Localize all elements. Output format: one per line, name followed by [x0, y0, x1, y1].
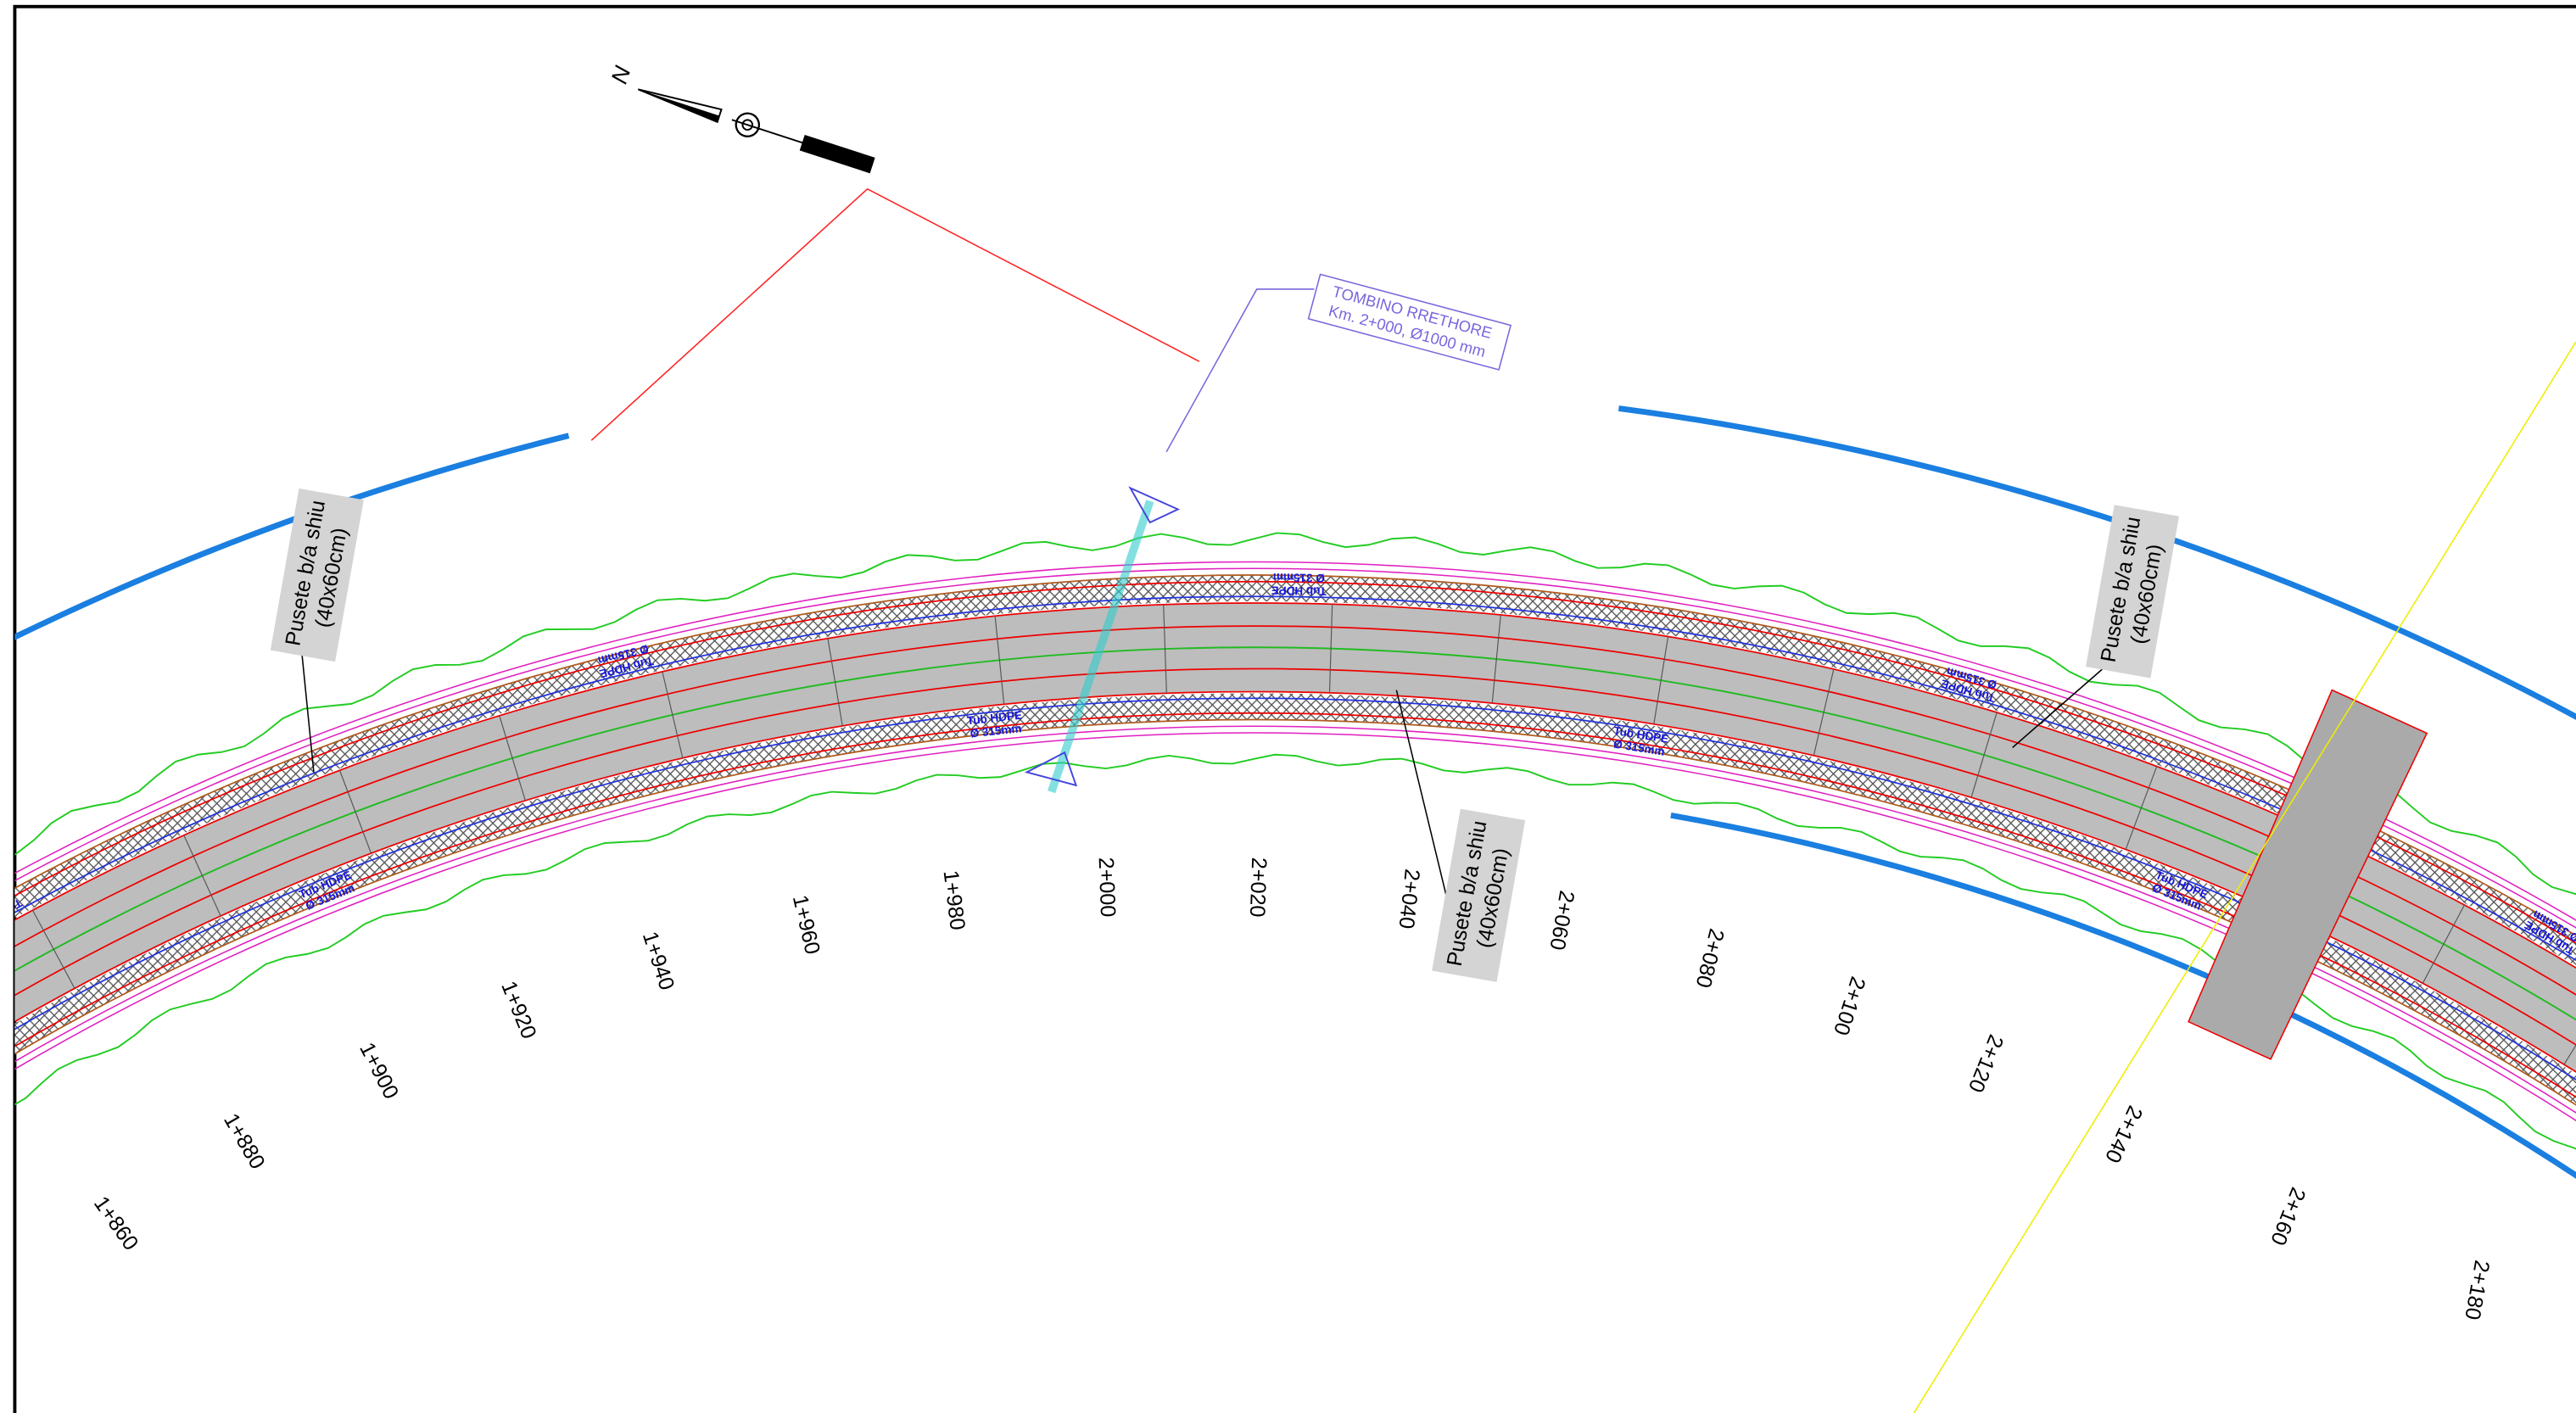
culvert-head [1128, 486, 1181, 524]
terrain-edge [14, 753, 2576, 1150]
leader-line [299, 640, 315, 773]
pipe-name: Tub HDPE [1271, 584, 1326, 597]
cross-line [1328, 604, 1333, 693]
station-label: 1+860 [89, 1192, 142, 1254]
station-label: 2+120 [1964, 1031, 2008, 1096]
label-box [2086, 505, 2180, 679]
station-label: 1+880 [219, 1109, 270, 1173]
cross-line [338, 770, 372, 854]
north-label: N [606, 63, 636, 87]
drainage-line [1670, 812, 2576, 1179]
cross-line [32, 909, 75, 989]
construction-line [590, 187, 1200, 441]
frame [13, 4, 2576, 1413]
culvert-label: TOMBINO RRETHORE Km. 2+000, Ø1000 mm [1307, 273, 1512, 371]
station-label: 1+980 [939, 869, 969, 932]
cross-line [827, 638, 843, 726]
cross-line [1491, 614, 1501, 704]
station-label: 2+080 [1691, 926, 1729, 990]
label-box [270, 488, 364, 662]
cross-line [2422, 904, 2465, 984]
pipe-size: Ø 315mm [1273, 571, 1325, 584]
manhole-label: Pusete b/a shiu(40x60cm) [2086, 505, 2180, 679]
manhole-label: Pusete b/a shiu(40x60cm) [270, 488, 364, 662]
cross-line [1970, 712, 1998, 798]
boundary-line [1913, 341, 2576, 1413]
station-label: 2+100 [1829, 974, 1869, 1038]
station-label: 2+180 [2460, 1259, 2494, 1321]
terrain-edge [14, 532, 2576, 896]
cross-line [1163, 604, 1167, 694]
pipe-name: Tub HDPE [966, 709, 1022, 728]
station-label: 2+040 [1394, 868, 1424, 930]
cross-line [2563, 1044, 2576, 1065]
station-label: 2+140 [2100, 1102, 2147, 1166]
station-label: 2+160 [2266, 1184, 2310, 1248]
cross-line [1653, 636, 1669, 724]
leader-line [2012, 656, 2117, 749]
station-label: 2+000 [1094, 857, 1120, 918]
side-road [2188, 689, 2428, 1060]
cross-line [183, 835, 221, 917]
cross-line [1813, 668, 1835, 756]
culvert-head [1024, 751, 1078, 787]
station-label: 1+960 [788, 893, 824, 957]
station-label: 2+060 [1545, 889, 1579, 952]
pipe-size: Ø 315mm [969, 722, 1022, 740]
station-label: 2+020 [1245, 857, 1271, 918]
station-label: 1+920 [496, 978, 540, 1042]
manhole-label: Pusete b/a shiu(40x60cm) [1432, 808, 1526, 982]
cross-line [662, 671, 684, 758]
station-label: 1+900 [355, 1039, 403, 1103]
station-label: 1+940 [638, 929, 679, 993]
cross-line [994, 616, 1005, 705]
culvert-pipe [1048, 500, 1154, 794]
cross-line [499, 715, 526, 801]
cross-line [2125, 766, 2158, 850]
drainage-line [1618, 405, 2576, 721]
label-box [1432, 808, 1526, 982]
drainage-line [14, 433, 570, 640]
leader-line [1165, 288, 1315, 453]
north-arrow: N [606, 63, 875, 174]
